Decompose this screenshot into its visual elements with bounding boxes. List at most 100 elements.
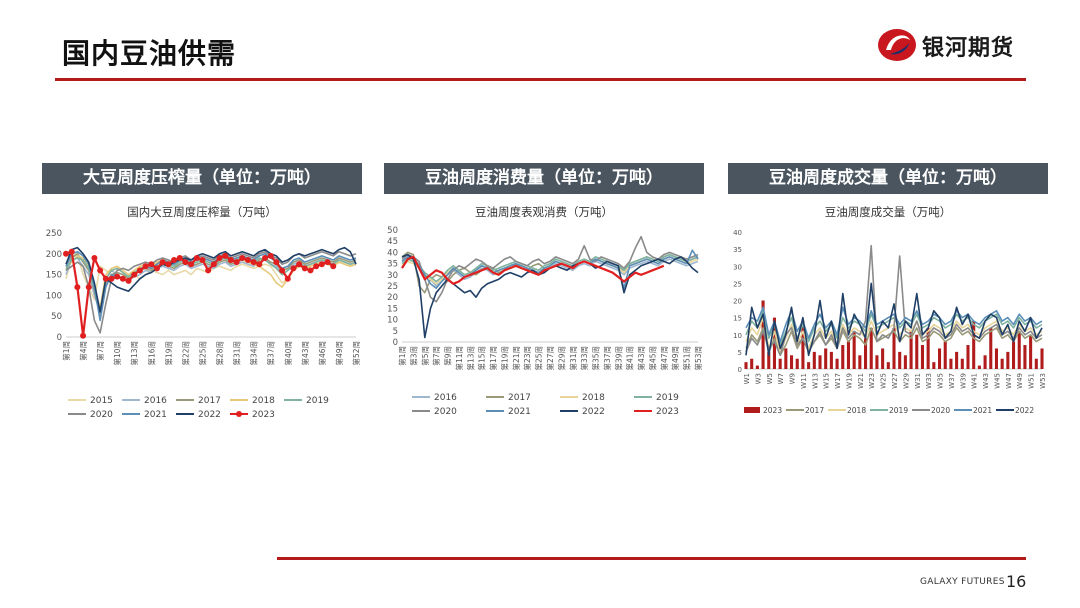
- point-2023: [125, 277, 132, 284]
- bar-2023: [744, 362, 748, 369]
- bar-2023: [846, 341, 850, 369]
- series-line-2022: [745, 282, 1043, 357]
- point-2023: [97, 267, 104, 274]
- bar-2023: [864, 338, 868, 369]
- x-tick-label: 第7周: [431, 346, 441, 366]
- footer-divider: [277, 557, 1026, 560]
- bar-2023: [920, 345, 924, 369]
- series-line-2021: [401, 249, 699, 289]
- x-tick-label: W5: [766, 373, 774, 384]
- y-tick-label: 35: [733, 246, 742, 254]
- legend-label: 2020: [434, 407, 457, 417]
- point-2023: [74, 284, 81, 291]
- x-tick-label: W31: [914, 373, 922, 389]
- chart-title: 豆油周度表观消费（万吨）: [475, 205, 613, 219]
- x-tick-label: 第46周: [317, 341, 327, 366]
- x-tick-label: 第3周: [408, 346, 418, 366]
- x-tick-label: 第41周: [625, 346, 635, 371]
- x-tick-label: 第15周: [477, 346, 487, 371]
- y-tick-label: 250: [46, 229, 62, 239]
- series-line-2019: [65, 257, 357, 313]
- legend-label: 2021: [144, 410, 167, 420]
- x-tick-label: W47: [1005, 373, 1013, 389]
- bar-2023: [881, 348, 885, 369]
- y-tick-label: 10: [733, 332, 742, 340]
- point-2023: [142, 263, 149, 270]
- series-line-2021: [745, 306, 1043, 343]
- y-tick-label: 50: [387, 226, 398, 236]
- bar-2023: [938, 348, 942, 369]
- bar-2023: [972, 321, 976, 369]
- panel-header: 豆油周度成交量（单位：万吨）: [728, 163, 1048, 194]
- x-tick-label: 第40周: [283, 341, 293, 366]
- x-tick-label: W19: [845, 373, 853, 389]
- legend-label: 2022: [582, 407, 605, 417]
- x-tick-label: W27: [891, 373, 899, 389]
- chart-svg: 0 50 100 150 200 250 第1周 第4周 第7周 第10周 第13周 第16周 第19周…: [46, 229, 361, 420]
- x-tick-label: 第25周: [534, 346, 544, 371]
- bar-2023: [869, 327, 873, 369]
- y-tick-label: 40: [387, 248, 398, 258]
- chart-panel-consumption: 豆油周度消费量（单位：万吨） 豆油周度表观消费（万吨） 0 5 10 15 20 25 30…: [384, 163, 704, 431]
- bar-2023: [750, 358, 754, 369]
- x-tick-label: 第25周: [197, 341, 207, 366]
- legend-marker: [236, 411, 242, 417]
- x-tick-label: 第37周: [266, 341, 276, 366]
- point-2023: [102, 275, 109, 282]
- point-2023: [193, 254, 200, 261]
- x-tick-label: W35: [937, 373, 945, 389]
- bar-2023: [795, 358, 799, 369]
- bar-2023: [801, 321, 805, 369]
- x-tick-label: 第16周: [146, 341, 156, 366]
- point-2023: [324, 259, 331, 266]
- logo-emblem-icon: [878, 29, 916, 61]
- bar-2023: [1000, 358, 1004, 369]
- x-tick-label: 第9周: [443, 346, 453, 366]
- point-2023: [262, 254, 269, 261]
- point-2023: [136, 267, 143, 274]
- bar-2023: [852, 331, 856, 369]
- series-line-2021: [65, 250, 357, 322]
- x-tick-label: W17: [834, 373, 842, 389]
- y-tick-label: 5: [738, 349, 742, 357]
- bar-2023: [966, 345, 970, 369]
- point-2023: [108, 275, 115, 282]
- series-line-2020: [745, 244, 1043, 357]
- legend-label: 2023: [763, 406, 782, 415]
- point-2023: [80, 332, 87, 339]
- y-tick-label: 0: [57, 333, 62, 343]
- point-2023: [210, 261, 217, 268]
- x-tick-label: 第31周: [232, 341, 242, 366]
- x-tick-label: W9: [789, 373, 797, 384]
- series-line-2019: [401, 253, 699, 283]
- point-2023: [165, 261, 172, 268]
- x-tick-label: 第47周: [659, 346, 669, 371]
- x-tick-label: 第5周: [420, 346, 430, 366]
- legend-label: 2018: [582, 393, 605, 403]
- point-2023: [307, 267, 314, 274]
- point-2023: [131, 271, 138, 278]
- y-tick-label: 15: [387, 304, 398, 314]
- y-tick-label: 150: [46, 271, 62, 281]
- point-2023: [114, 273, 121, 280]
- y-tick-label: 0: [738, 366, 742, 374]
- bar-2023: [761, 300, 765, 369]
- legend-label: 2021: [508, 407, 531, 417]
- legend-label: 2018: [847, 406, 866, 415]
- point-2023: [199, 257, 206, 264]
- point-2023: [216, 254, 223, 261]
- legend-label: 2023: [252, 410, 275, 420]
- x-tick-label: 第4周: [78, 341, 88, 361]
- x-tick-label: W21: [857, 373, 865, 389]
- x-tick-label: 第49周: [334, 341, 344, 366]
- point-2023: [296, 261, 303, 268]
- x-tick-label: 第1周: [61, 341, 71, 361]
- legend-label: 2022: [1015, 406, 1034, 415]
- y-tick-label: 25: [387, 282, 398, 292]
- point-2023: [119, 275, 126, 282]
- legend-label: 2022: [198, 410, 221, 420]
- point-2023: [68, 248, 75, 255]
- point-2023: [330, 263, 337, 270]
- point-2023: [244, 257, 251, 264]
- bar-2023: [790, 355, 794, 369]
